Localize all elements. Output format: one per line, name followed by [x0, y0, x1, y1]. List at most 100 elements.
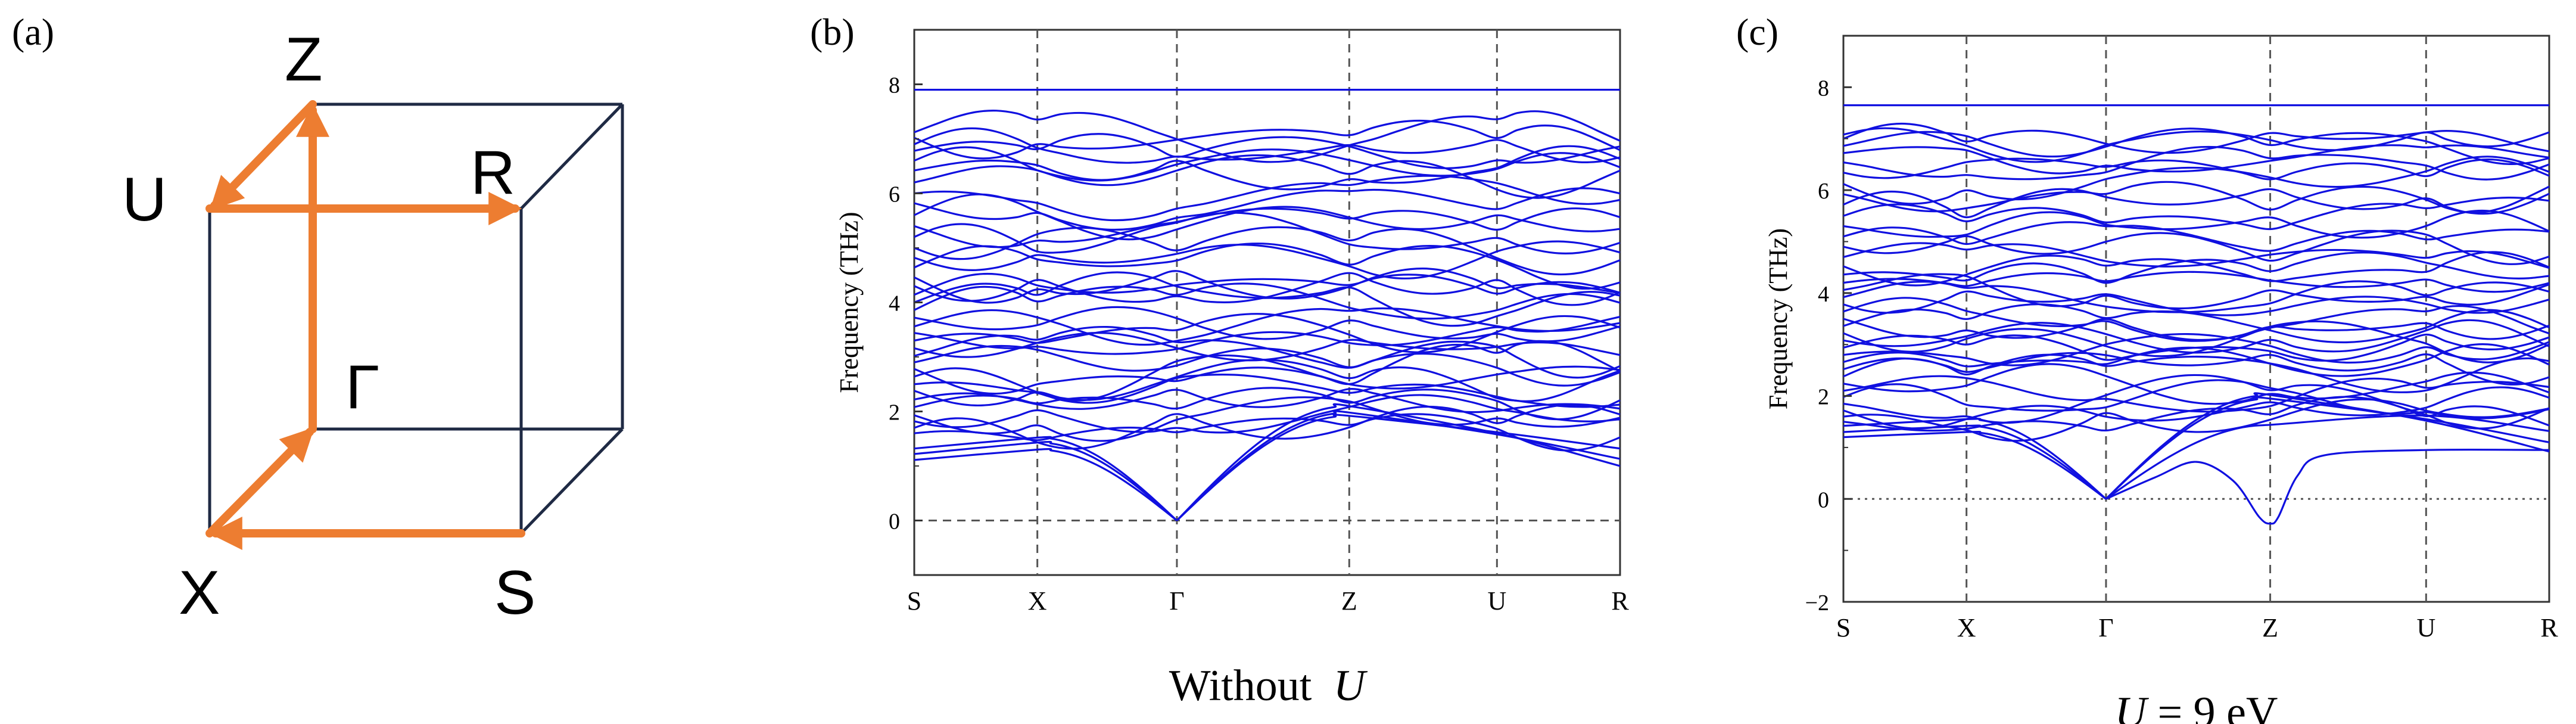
- phonon-band: [1843, 386, 2550, 430]
- y-axis-c: −2 0 2 4 6 8: [1805, 35, 1852, 616]
- x-tick-label: X: [1957, 613, 1976, 642]
- phonon-band: [914, 403, 1621, 450]
- x-tick-label: S: [1836, 613, 1851, 642]
- phonon-band: [1843, 145, 2550, 181]
- phonon-band: [914, 243, 1621, 290]
- phonon-band: [914, 307, 1621, 346]
- phonon-band: [1843, 273, 2550, 310]
- phonon-band: [914, 154, 1621, 199]
- y-tick-label: 6: [1818, 179, 1829, 204]
- x-tick-label: X: [1028, 586, 1047, 616]
- caption-c: U = 9 eV: [2115, 688, 2278, 724]
- brillouin-zone-diagram: Z U R Γ X S: [122, 25, 624, 627]
- phonon-band: [1843, 127, 2550, 163]
- caption-c-var: U: [2115, 688, 2150, 724]
- y-tick-label: 4: [1818, 282, 1829, 307]
- phonon-band: [2105, 448, 2550, 525]
- x-tick-label: Z: [2262, 613, 2278, 642]
- phonon-band: [914, 272, 1621, 306]
- phonon-band: [1843, 424, 2107, 500]
- bz-label-z: Z: [285, 25, 323, 94]
- phonon-band: [1843, 333, 2550, 366]
- phonon-band: [914, 413, 1621, 452]
- grid-b: [914, 30, 1620, 575]
- phonon-band: [914, 448, 1178, 521]
- bands-c: [1843, 104, 2550, 525]
- phonon-band: [2105, 414, 2550, 500]
- y-tick-label: 6: [889, 182, 900, 207]
- x-tick-label: Z: [1341, 586, 1357, 616]
- phonon-band: [1843, 353, 2550, 393]
- phonon-band: [914, 282, 1621, 320]
- phonon-band: [914, 394, 1621, 434]
- phonon-band: [1843, 144, 2550, 175]
- y-axis-label-b: Frequency (THz): [834, 212, 864, 393]
- bz-label-gamma: Γ: [345, 353, 379, 422]
- phonon-band: [1843, 398, 2550, 442]
- y-tick-label: −2: [1805, 591, 1829, 616]
- caption-b: Without U: [1169, 661, 1368, 710]
- phonon-band: [914, 316, 1621, 355]
- phonon-band: [1843, 375, 2550, 413]
- phonon-band: [914, 267, 1621, 304]
- y-tick-label: 8: [889, 73, 900, 98]
- caption-c-suffix: = 9 eV: [2157, 688, 2278, 724]
- panel-label-b: (b): [810, 11, 855, 53]
- panel-label-a: (a): [12, 11, 54, 53]
- phonon-band: [1843, 196, 2550, 231]
- bands-b: [914, 88, 1621, 521]
- bz-label-u: U: [122, 165, 167, 234]
- x-tick-label: U: [1487, 586, 1506, 616]
- y-tick-label: 4: [889, 291, 900, 316]
- bz-high-symmetry-path: [205, 100, 525, 550]
- phonon-band: [1843, 251, 2550, 287]
- phonon-band: [1843, 297, 2550, 342]
- y-tick-label: 0: [1818, 487, 1829, 512]
- bz-label-x: X: [179, 558, 220, 627]
- phonon-band: [914, 344, 1621, 387]
- phonon-band: [914, 436, 1178, 521]
- phonon-dispersion-chart-b: 0 2 4 6 8 S X Γ Z U R Frequency (THz) Without U: [834, 29, 1630, 710]
- caption-b-prefix: Without: [1169, 661, 1312, 710]
- phonon-band: [1843, 157, 2550, 181]
- phonon-band: [914, 127, 1621, 164]
- panel-label-c: (c): [1736, 11, 1778, 53]
- phonon-band: [914, 146, 1621, 182]
- phonon-band: [1843, 352, 2550, 386]
- x-tick-label: Γ: [2098, 613, 2113, 642]
- y-axis-b: 0 2 4 6 8: [889, 29, 923, 576]
- phonon-band: [914, 212, 1621, 254]
- y-axis-label-c: Frequency (THz): [1764, 228, 1793, 409]
- phonon-band: [914, 119, 1621, 160]
- phonon-band: [1843, 229, 2550, 265]
- phonon-band: [914, 175, 1621, 222]
- phonon-band: [1843, 304, 2550, 341]
- phonon-band: [1843, 271, 2550, 293]
- phonon-band: [1176, 410, 1621, 521]
- x-tick-label: U: [2416, 613, 2435, 642]
- phonon-dispersion-chart-c: −2 0 2 4 6 8 S X Γ Z U R Frequency (THz) U = 9 eV: [1764, 35, 2558, 724]
- x-tick-label: R: [1611, 586, 1629, 616]
- x-tick-label: Γ: [1169, 586, 1184, 616]
- phonon-band: [914, 396, 1621, 442]
- phonon-band: [1843, 430, 2107, 500]
- y-tick-label: 0: [889, 509, 900, 535]
- plot-frame-c: [1842, 35, 2550, 603]
- phonon-band: [914, 306, 1621, 343]
- plot-frame-b: [913, 29, 1621, 576]
- phonon-band: [914, 226, 1621, 276]
- phonon-band: [1843, 379, 2550, 420]
- phonon-band: [914, 110, 1621, 163]
- phonon-band: [914, 145, 1621, 191]
- x-tick-label: R: [2540, 613, 2558, 642]
- bz-label-r: R: [471, 138, 515, 207]
- phonon-band: [1843, 181, 2550, 214]
- x-tick-label: S: [907, 586, 921, 616]
- phonon-band: [914, 240, 1621, 279]
- phonon-band: [914, 272, 1621, 296]
- phonon-band: [1843, 319, 2550, 354]
- phonon-band: [914, 325, 1621, 379]
- y-tick-label: 2: [889, 400, 900, 425]
- phonon-band: [1843, 374, 2550, 430]
